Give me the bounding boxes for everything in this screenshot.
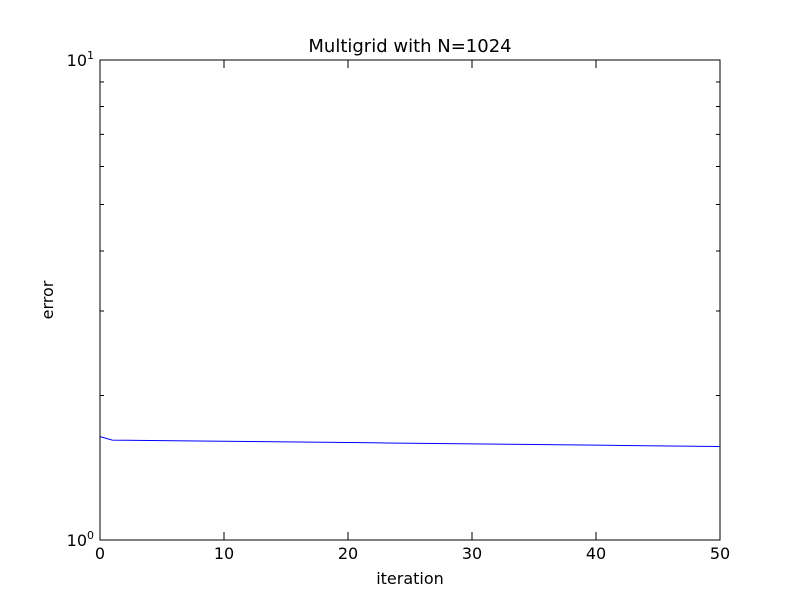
x-tick-label: 20: [338, 544, 358, 563]
x-tick-label: 30: [462, 544, 482, 563]
series-line: [99, 436, 721, 447]
y-tick-label: 100: [67, 529, 94, 550]
x-tick-label: 50: [710, 544, 730, 563]
x-tick-label: 0: [95, 544, 105, 563]
y-tick-exponent: 1: [87, 49, 94, 62]
axis-ticks: [99, 59, 721, 541]
y-tick-base: 10: [67, 51, 87, 70]
y-tick-label: 101: [67, 49, 94, 70]
chart-title: Multigrid with N=1024: [308, 36, 511, 57]
x-tick-label: 10: [214, 544, 234, 563]
y-tick-base: 10: [67, 531, 87, 550]
y-axis-label: error: [38, 280, 57, 319]
x-tick-label: 40: [586, 544, 606, 563]
y-tick-exponent: 0: [87, 529, 94, 542]
x-axis-label: iteration: [376, 569, 444, 588]
data-series: [99, 436, 721, 447]
plot-frame: [99, 59, 721, 541]
